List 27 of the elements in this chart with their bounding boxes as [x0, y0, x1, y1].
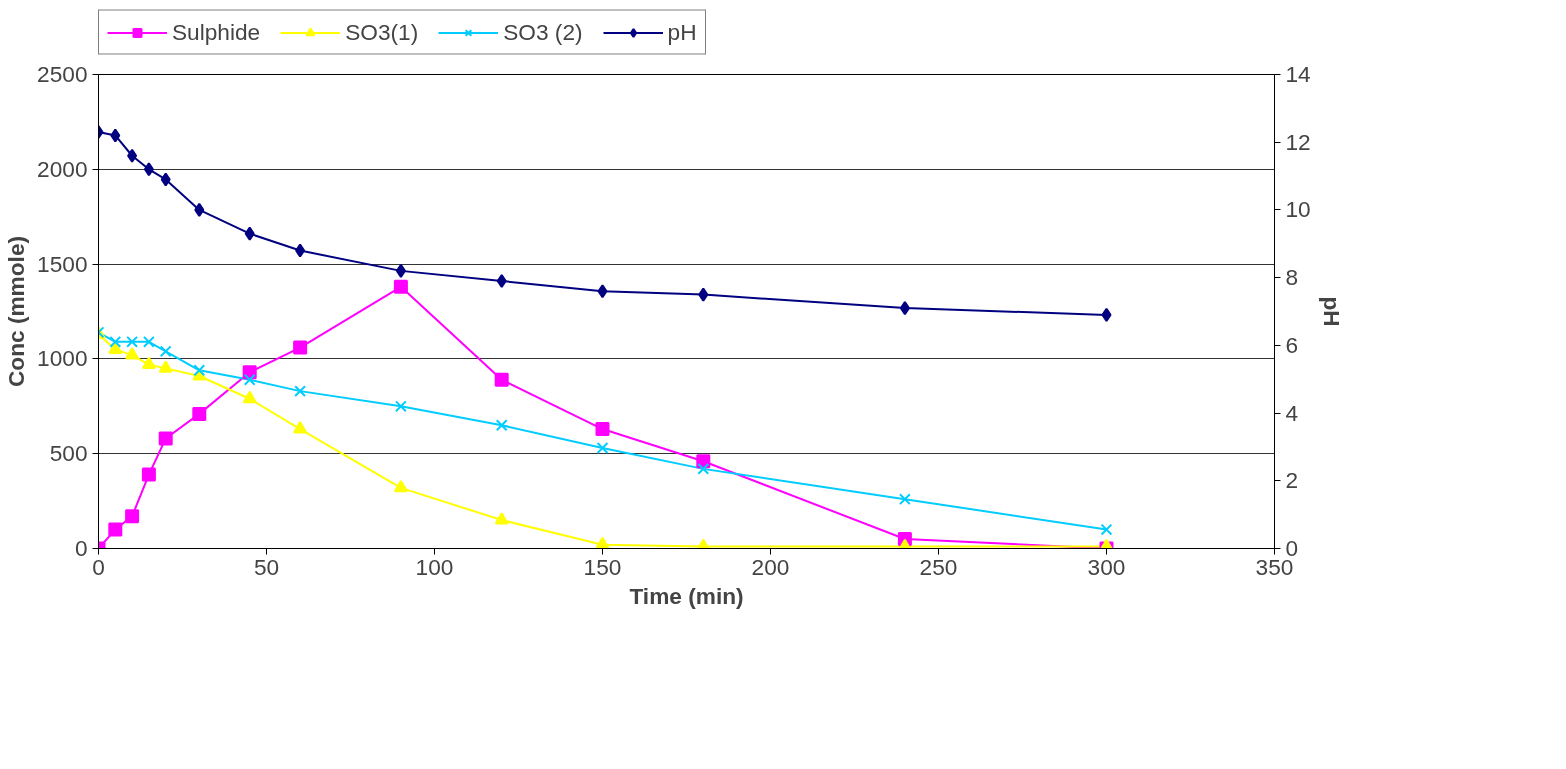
- x-tick-label: 150: [583, 553, 622, 580]
- x-tick-label: 200: [751, 553, 790, 580]
- y-tick-label: 1000: [37, 345, 88, 372]
- legend-label: SO3(1): [345, 18, 419, 46]
- y-tick-label: 500: [49, 440, 88, 467]
- x-tick-label: 250: [919, 553, 958, 580]
- x-tick-label: 0: [92, 553, 105, 580]
- x-tick-label: 50: [253, 553, 280, 580]
- y2-tick-label: 12: [1285, 128, 1311, 155]
- legend-label: SO3 (2): [503, 18, 583, 46]
- legend-label: pH: [667, 18, 697, 46]
- legend-label: Sulphide: [172, 18, 261, 46]
- x-tick-label: 300: [1087, 553, 1126, 580]
- x-tick-label: 100: [415, 553, 454, 580]
- x-axis-title: Time (min): [629, 582, 744, 609]
- y2-tick-label: 14: [1285, 61, 1311, 87]
- y-tick-label: 0: [74, 535, 88, 561]
- y2-tick-label: 6: [1285, 331, 1299, 358]
- y-tick-label: 2500: [37, 61, 88, 87]
- y2-axis-title: pH: [1318, 296, 1345, 327]
- y-tick-label: 1500: [37, 250, 88, 277]
- y2-tick-label: 2: [1285, 467, 1299, 494]
- y-axis-title: Conc (mmole): [3, 235, 30, 388]
- y2-tick-label: 10: [1285, 196, 1311, 223]
- y2-tick-label: 4: [1285, 399, 1299, 426]
- y2-tick-label: 8: [1285, 264, 1299, 291]
- y-tick-label: 2000: [37, 155, 88, 182]
